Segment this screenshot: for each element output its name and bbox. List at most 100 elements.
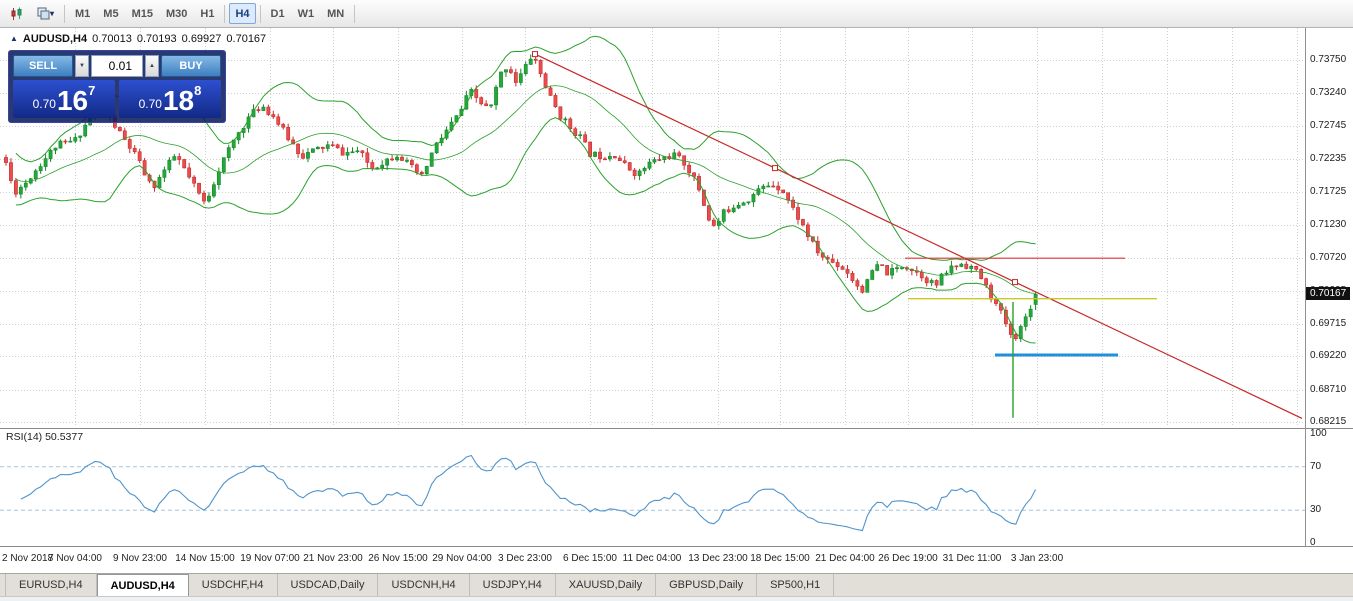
rsi-axis: 100 70 30 0 — [1307, 428, 1353, 548]
bollinger-middle-band — [15, 85, 1036, 294]
chart-objects[interactable] — [532, 51, 1303, 419]
templates-icon — [37, 7, 50, 20]
chart-ohlc-label: ▲ AUDUSD,H4 0.70013 0.70193 0.69927 0.70… — [10, 33, 266, 45]
time-axis-label: 26 Nov 15:00 — [368, 553, 428, 564]
price-axis-label: 0.69715 — [1310, 318, 1347, 329]
sell-price-pips: 16 — [56, 85, 89, 117]
timeframe-m1[interactable]: M1 — [69, 3, 96, 24]
chevron-down-icon: ▾ — [50, 8, 55, 18]
timeframe-toolbar: M1 M5 M15 M30 H1 H4 D1 W1 MN — [69, 3, 358, 24]
symbol-timeframe-label: AUDUSD,H4 — [22, 33, 88, 45]
time-axis-label: 21 Nov 23:00 — [303, 553, 363, 564]
tab-eurusd-h4[interactable]: EURUSD,H4 — [5, 574, 97, 596]
status-bar — [0, 596, 1353, 601]
one-click-trading-panel: SELL ▼ ▲ BUY 0.70 16 7 0.70 18 8 — [8, 50, 226, 123]
price-axis-label: 0.68710 — [1310, 384, 1347, 395]
toolbar-separator — [64, 4, 66, 23]
timeframe-w1[interactable]: W1 — [292, 3, 321, 24]
time-axis[interactable]: 2 Nov 2018 7 Nov 04:00 9 Nov 23:00 14 Nov 1… — [0, 547, 1353, 573]
time-axis-label: 11 Dec 04:00 — [622, 553, 682, 564]
price-axis-label: 0.68215 — [1310, 416, 1347, 427]
price-axis-label: 0.72745 — [1310, 120, 1347, 131]
chart-type-button[interactable] — [4, 3, 30, 24]
time-axis-label: 21 Dec 04:00 — [815, 553, 875, 564]
time-axis-label: 3 Dec 23:00 — [498, 553, 552, 564]
rsi-line — [20, 454, 1037, 532]
rsi-axis-label: 30 — [1310, 504, 1322, 515]
high-value: 0.70193 — [136, 33, 177, 45]
rsi-label: RSI(14) 50.5377 — [6, 431, 84, 443]
toolbar-separator — [354, 4, 356, 23]
timeframe-d1[interactable]: D1 — [265, 3, 291, 24]
timeframe-m30[interactable]: M30 — [160, 3, 193, 24]
time-axis-label: 6 Dec 15:00 — [563, 553, 617, 564]
timeframe-mn[interactable]: MN — [321, 3, 350, 24]
symbol-icon: ▲ — [10, 34, 18, 43]
time-axis-label: 18 Dec 15:00 — [750, 553, 810, 564]
sell-button[interactable]: SELL — [13, 55, 73, 77]
rsi-axis-label: 0 — [1310, 537, 1316, 548]
price-axis-label: 0.71725 — [1310, 186, 1347, 197]
tab-sp500-h1[interactable]: SP500,H1 — [757, 574, 835, 596]
lot-increase-button[interactable]: ▲ — [145, 55, 159, 77]
time-axis-label: 29 Nov 04:00 — [432, 553, 492, 564]
low-value: 0.69927 — [181, 33, 222, 45]
candlestick-chart-icon — [11, 7, 22, 20]
rsi-axis-label: 100 — [1310, 428, 1327, 439]
rsi-axis-label: 70 — [1310, 461, 1322, 472]
time-axis-label: 2 Nov 2018 — [2, 553, 54, 564]
timeframe-m5[interactable]: M5 — [97, 3, 124, 24]
buy-button[interactable]: BUY — [161, 55, 221, 77]
toolbar-separator — [259, 4, 261, 23]
bollinger-lower-band — [15, 117, 1036, 344]
timeframe-h1[interactable]: H1 — [194, 3, 220, 24]
price-axis-label: 0.71230 — [1310, 219, 1347, 230]
buy-price[interactable]: 0.70 18 8 — [119, 80, 221, 118]
timeframe-m15[interactable]: M15 — [126, 3, 159, 24]
trendline-handle[interactable] — [1012, 279, 1018, 286]
time-axis-label: 3 Jan 23:00 — [1010, 553, 1064, 564]
sell-price-point: 7 — [88, 83, 96, 98]
tab-xauusd-daily[interactable]: XAUUSD,Daily — [556, 574, 657, 596]
buy-price-prefix: 0.70 — [138, 97, 162, 111]
time-axis-label: 19 Nov 07:00 — [240, 553, 300, 564]
sell-price-prefix: 0.70 — [32, 97, 56, 111]
tab-usdcad-daily[interactable]: USDCAD,Daily — [278, 574, 379, 596]
sell-price[interactable]: 0.70 16 7 — [13, 80, 115, 118]
trendline-handle[interactable] — [772, 165, 778, 172]
tab-audusd-h4[interactable]: AUDUSD,H4 — [96, 574, 189, 596]
tab-usdjpy-h4[interactable]: USDJPY,H4 — [470, 574, 556, 596]
price-axis-label: 0.69220 — [1310, 350, 1347, 361]
buy-price-point: 8 — [194, 83, 202, 98]
trendline-handle[interactable] — [532, 51, 538, 58]
price-axis-label: 0.73240 — [1310, 87, 1347, 98]
toolbar-separator — [224, 4, 226, 23]
price-chart-canvas[interactable] — [0, 28, 1353, 428]
timeframe-h4[interactable]: H4 — [229, 3, 256, 24]
current-price-value: 0.70167 — [1310, 288, 1347, 299]
time-axis-label: 14 Nov 15:00 — [175, 553, 235, 564]
lot-size-input[interactable] — [91, 55, 143, 77]
price-axis-label: 0.73750 — [1310, 54, 1347, 65]
time-axis-label: 31 Dec 11:00 — [942, 553, 1002, 564]
lot-decrease-button[interactable]: ▼ — [75, 55, 89, 77]
price-axis-label: 0.70720 — [1310, 252, 1347, 263]
tab-usdchf-h4[interactable]: USDCHF,H4 — [189, 574, 278, 596]
price-axis-label: 0.72235 — [1310, 153, 1347, 164]
top-toolbar: ▾ M1 M5 M15 M30 H1 H4 D1 W1 MN — [0, 0, 1353, 28]
templates-button[interactable]: ▾ — [31, 3, 60, 24]
price-axis[interactable]: 0.73750 0.73240 0.72745 0.72235 0.71725 0.712… — [1307, 28, 1353, 428]
descending-trendline[interactable] — [534, 53, 1303, 419]
open-value: 0.70013 — [92, 33, 132, 45]
time-axis-label: 13 Dec 23:00 — [688, 553, 748, 564]
tab-gbpusd-daily[interactable]: GBPUSD,Daily — [656, 574, 758, 596]
time-axis-label: 9 Nov 23:00 — [113, 553, 167, 564]
rsi-indicator-canvas[interactable] — [0, 428, 1353, 547]
time-axis-label: 26 Dec 19:00 — [878, 553, 938, 564]
chart-tab-bar: EURUSD,H4 AUDUSD,H4 USDCHF,H4 USDCAD,Daily U… — [0, 573, 1353, 596]
tab-usdcnh-h4[interactable]: USDCNH,H4 — [378, 574, 470, 596]
trade-controls-row: SELL ▼ ▲ BUY — [13, 55, 221, 77]
trade-prices-row: 0.70 16 7 0.70 18 8 — [13, 80, 221, 118]
buy-price-pips: 18 — [162, 85, 195, 117]
